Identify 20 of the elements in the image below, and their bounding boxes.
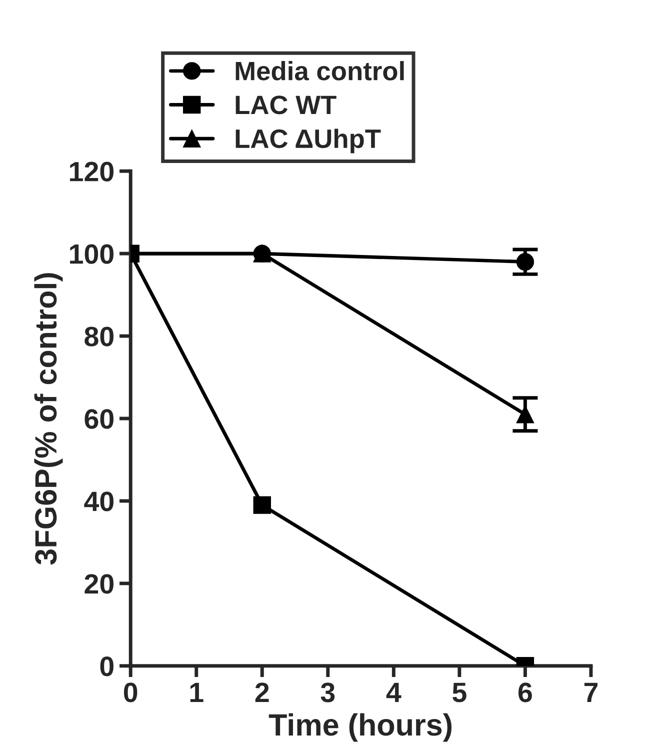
x-tick-label: 3 (320, 682, 335, 702)
y-tick-label: 100 (70, 244, 114, 264)
x-tick-label: 7 (584, 682, 598, 702)
x-tick-label: 6 (518, 682, 532, 702)
y-tick-label: 80 (84, 326, 114, 346)
y-tick-label: 0 (100, 656, 114, 676)
x-tick-label: 1 (190, 682, 204, 702)
legend-label: LAC ΔUhpT (236, 128, 381, 154)
legend-label: LAC WT (236, 96, 336, 114)
x-tick-label: 5 (452, 682, 466, 702)
y-axis-title: 3FG6P(% of control) (34, 273, 63, 565)
y-tick-label: 20 (84, 574, 114, 594)
x-tick-label: 2 (255, 682, 269, 702)
y-tick-label: 120 (70, 162, 114, 182)
x-tick-label: 0 (124, 682, 138, 702)
y-tick-label: 40 (84, 492, 114, 512)
x-tick-label: 4 (386, 682, 402, 702)
x-axis-title: Time (hours) (268, 713, 452, 742)
y-tick-label: 60 (84, 409, 114, 429)
legend-label: Media control (236, 61, 404, 80)
